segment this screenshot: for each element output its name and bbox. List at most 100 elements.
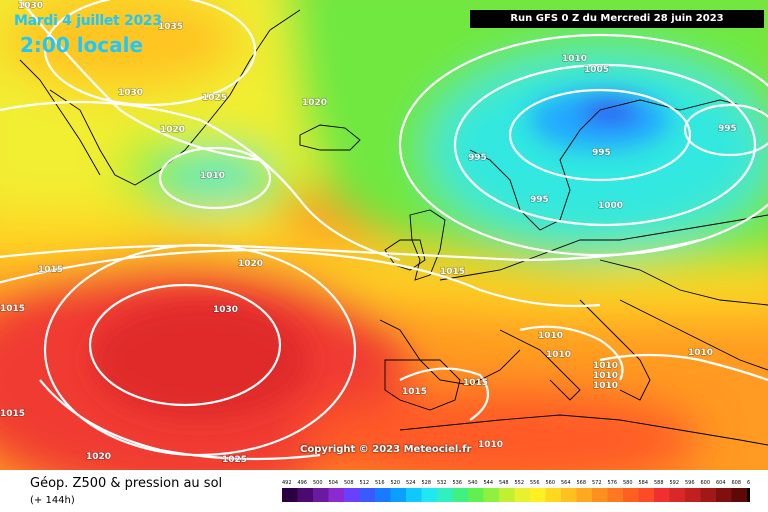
color-scale-swatch	[514, 488, 530, 502]
isobar-label: 1025	[202, 93, 227, 103]
isobar-label: 1015	[0, 409, 25, 419]
color-scale-tick: 576	[608, 480, 618, 486]
color-scale-swatch	[607, 488, 623, 502]
color-scale-swatch	[530, 488, 546, 502]
color-scale-swatch	[282, 488, 298, 502]
color-scale-tick: 528	[422, 480, 432, 486]
color-scale-tick: 492	[282, 480, 292, 486]
footer-title: Géop. Z500 & pression au sol	[30, 476, 223, 491]
isobar-label: 1005	[584, 65, 609, 75]
color-scale-tick: 544	[484, 480, 494, 486]
color-scale-swatch	[685, 488, 701, 502]
isobar-label: 1025	[222, 455, 247, 465]
color-scale-swatch	[747, 488, 750, 502]
copyright-notice: Copyright © 2023 Meteociel.fr	[300, 444, 472, 455]
isobar-label: 1020	[238, 259, 263, 269]
color-scale-tick: 504	[329, 480, 339, 486]
color-scale-swatch	[375, 488, 391, 502]
geopotential-color-field	[0, 0, 768, 470]
color-scale-tick: 608	[732, 480, 742, 486]
color-scale-legend: 492 496 500 504 508 512 516 520 524 528 532 536 540 5…	[282, 480, 750, 502]
weather-map: 1030 1035 1030 1025 1020 1020 1010 1010 …	[0, 0, 768, 470]
isobar-label: 1010	[688, 348, 713, 358]
color-scale-tick: 584	[639, 480, 649, 486]
isobar-label: 995	[718, 124, 737, 134]
color-scale-swatch	[328, 488, 344, 502]
geopotential-field: 1030 1035 1030 1025 1020 1020 1010 1010 …	[0, 0, 768, 470]
color-scale-tick: 552	[515, 480, 525, 486]
color-scale-swatch	[576, 488, 592, 502]
color-scale-swatch	[344, 488, 360, 502]
color-scale-swatch	[483, 488, 499, 502]
footer-subtitle: (+ 144h)	[30, 495, 75, 506]
color-scale-swatch	[452, 488, 468, 502]
color-scale-tick: 588	[654, 480, 664, 486]
isobar-label: 995	[530, 195, 549, 205]
isobar-label: 1000	[598, 201, 623, 211]
isobar-label: 1020	[302, 98, 327, 108]
isobar-label: 1015	[0, 304, 25, 314]
isobar-label: 1010	[478, 440, 503, 450]
color-scale-tick: 568	[577, 480, 587, 486]
isobar-label: 1010	[200, 171, 225, 181]
color-scale-swatch	[654, 488, 670, 502]
color-scale-tick: 516	[375, 480, 385, 486]
isobar-lines	[0, 0, 768, 461]
color-scale-swatch	[468, 488, 484, 502]
isobar-label: 1030	[213, 305, 238, 315]
color-scale-tick: 556	[530, 480, 540, 486]
color-scale-tick: 536	[453, 480, 463, 486]
color-scale-swatch	[700, 488, 716, 502]
isobar-label: 1015	[38, 265, 63, 275]
color-scale-swatch	[638, 488, 654, 502]
color-scale-swatches	[282, 488, 750, 502]
isobar-label: 1015	[463, 378, 488, 388]
isobar-label: 1010	[538, 331, 563, 341]
color-scale-tick: 596	[685, 480, 695, 486]
color-scale-tick: 500	[313, 480, 323, 486]
color-scale-swatch	[359, 488, 375, 502]
run-banner: Run GFS 0 Z du Mercredi 28 juin 2023	[470, 10, 764, 28]
color-scale-tick: 572	[592, 480, 602, 486]
color-scale-swatch	[499, 488, 515, 502]
color-scale-tick: 496	[298, 480, 308, 486]
color-scale-swatch	[623, 488, 639, 502]
color-scale-swatch	[313, 488, 329, 502]
forecast-date: Mardi 4 juillet 2023	[14, 13, 162, 29]
color-scale-swatch	[669, 488, 685, 502]
isobar-label: 1020	[160, 125, 185, 135]
color-scale-swatch	[437, 488, 453, 502]
color-scale-tick: 524	[406, 480, 416, 486]
color-scale-swatch	[731, 488, 747, 502]
isobar-label: 1010	[562, 54, 587, 64]
map-footer: Géop. Z500 & pression au sol (+ 144h) 49…	[0, 470, 768, 512]
color-scale-tick: 532	[437, 480, 447, 486]
color-scale-tick: 512	[360, 480, 370, 486]
color-scale-tick: 580	[623, 480, 633, 486]
color-scale-tick: 592	[670, 480, 680, 486]
color-scale-tick: 604	[716, 480, 726, 486]
isobar-label: 1010	[593, 361, 618, 371]
isobar-label: 1035	[158, 22, 183, 32]
isobar-label: 1015	[402, 387, 427, 397]
color-scale-tick: 540	[468, 480, 478, 486]
forecast-time: 2:00 locale	[20, 33, 144, 57]
isobar-label: 1030	[18, 1, 43, 11]
color-scale-swatch	[545, 488, 561, 502]
color-scale-swatch	[406, 488, 422, 502]
color-scale-tick: 600	[701, 480, 711, 486]
isobar-label: 1015	[440, 267, 465, 277]
color-scale-tick: 564	[561, 480, 571, 486]
color-scale-tick: 612	[747, 480, 750, 486]
color-scale-tick: 520	[391, 480, 401, 486]
isobar-labels: 1030 1035 1030 1025 1020 1020 1010 1010 …	[0, 0, 737, 465]
isobar-label: 995	[592, 148, 611, 158]
isobar-label: 1030	[118, 88, 143, 98]
color-scale-swatch	[592, 488, 608, 502]
isobar-label: 1020	[86, 452, 111, 462]
color-scale-swatch	[297, 488, 313, 502]
color-scale-swatch	[561, 488, 577, 502]
isobar-label: 1010	[593, 381, 618, 391]
isobar-label: 1010	[546, 350, 571, 360]
color-scale-tick: 560	[546, 480, 556, 486]
